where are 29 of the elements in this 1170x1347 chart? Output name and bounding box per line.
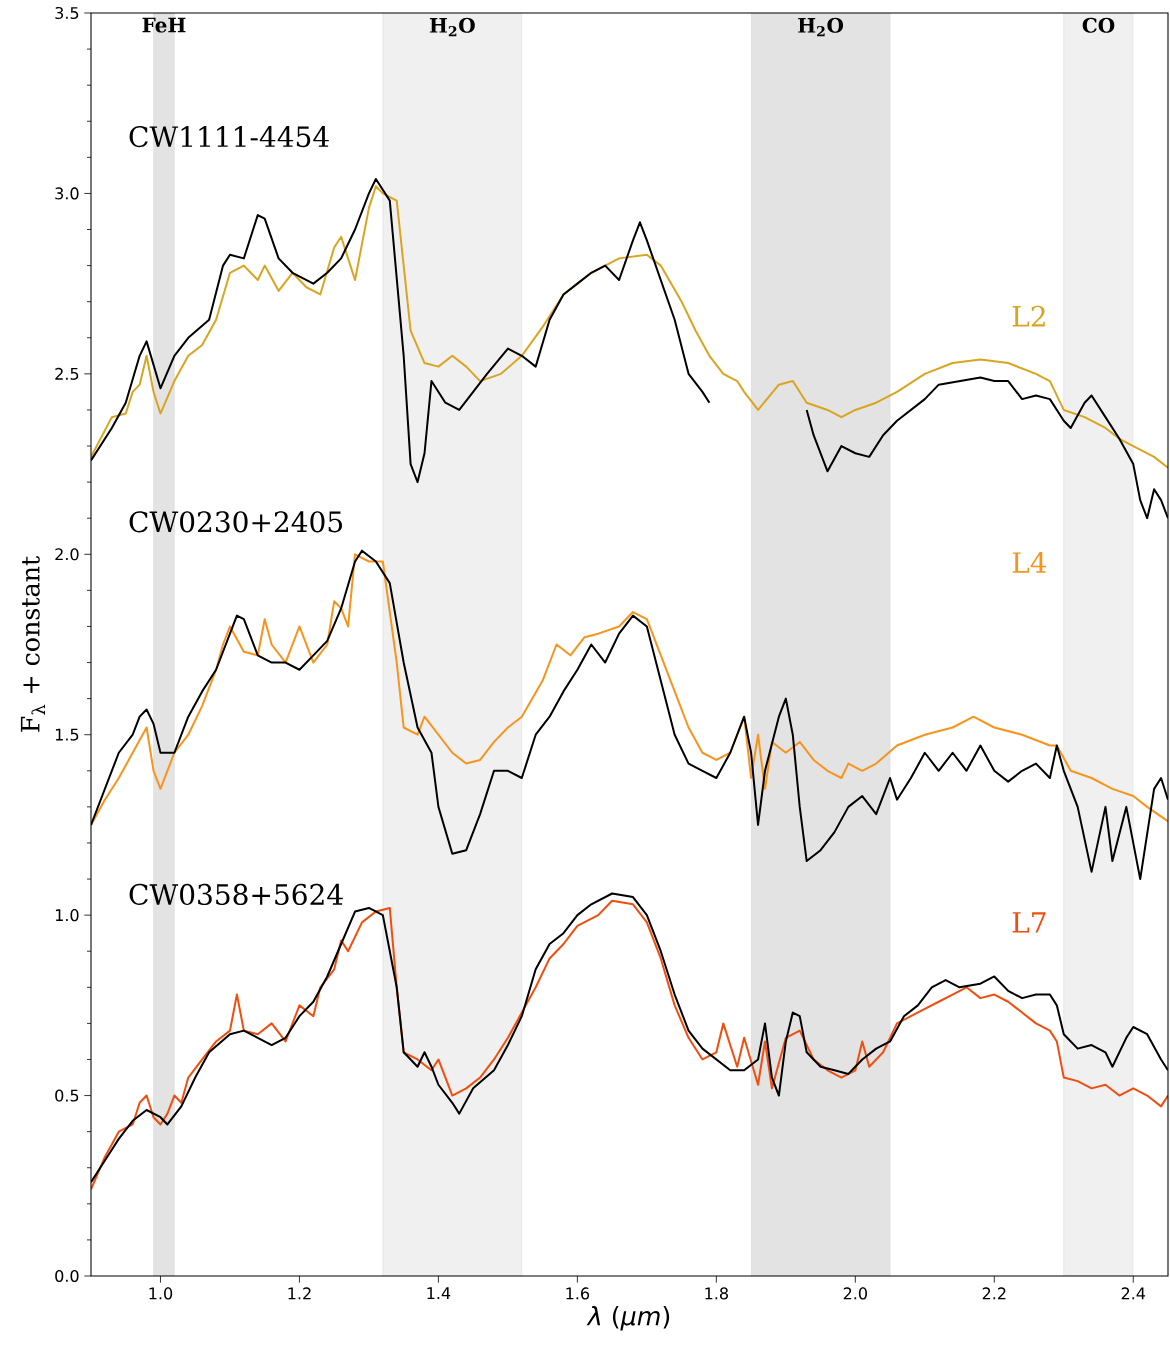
- x-tick-label: 1.0: [149, 1287, 173, 1300]
- legend-label: CW0230+2405: [129, 511, 342, 533]
- x-tick-label: 1.6: [566, 1287, 590, 1300]
- y-tick-label: 1.0: [55, 909, 79, 922]
- x-tick-label: 2.0: [843, 1287, 867, 1300]
- x-tick-label: 1.2: [288, 1287, 311, 1300]
- y-tick-label: 3.0: [55, 187, 79, 200]
- x-tick-label: 1.8: [705, 1287, 728, 1300]
- series-label: L2: [1012, 305, 1045, 327]
- band-label: CO: [1082, 17, 1115, 33]
- y-tick-label: 0.0: [55, 1269, 79, 1283]
- band-label: FeH: [142, 17, 186, 33]
- x-axis-title: λ (μm): [586, 1305, 670, 1331]
- line-series: [91, 185, 1168, 469]
- legend-label: CW0358+5624: [129, 883, 343, 906]
- y-tick-label: 0.5: [55, 1089, 79, 1102]
- text: L7: [1012, 912, 1046, 933]
- x-tick-label: 1.4: [427, 1287, 451, 1300]
- y-tick-label: 2.0: [55, 548, 79, 561]
- band-label: H$_{2}$O: [429, 17, 475, 37]
- legend-label: CW1111-4454: [129, 126, 329, 148]
- x-tick-label: 2.4: [1121, 1287, 1146, 1300]
- x-tick-label: 2.2: [982, 1287, 1006, 1300]
- y-tick-label: 1.5: [55, 728, 79, 741]
- band-label: H$_{2}$O: [798, 17, 844, 37]
- y-axis-title: F$_{λ}$ + constant: [20, 556, 46, 732]
- y-tick-label: 3.5: [55, 6, 79, 20]
- text: L4: [1012, 552, 1047, 573]
- y-tick-label: 2.5: [55, 367, 79, 380]
